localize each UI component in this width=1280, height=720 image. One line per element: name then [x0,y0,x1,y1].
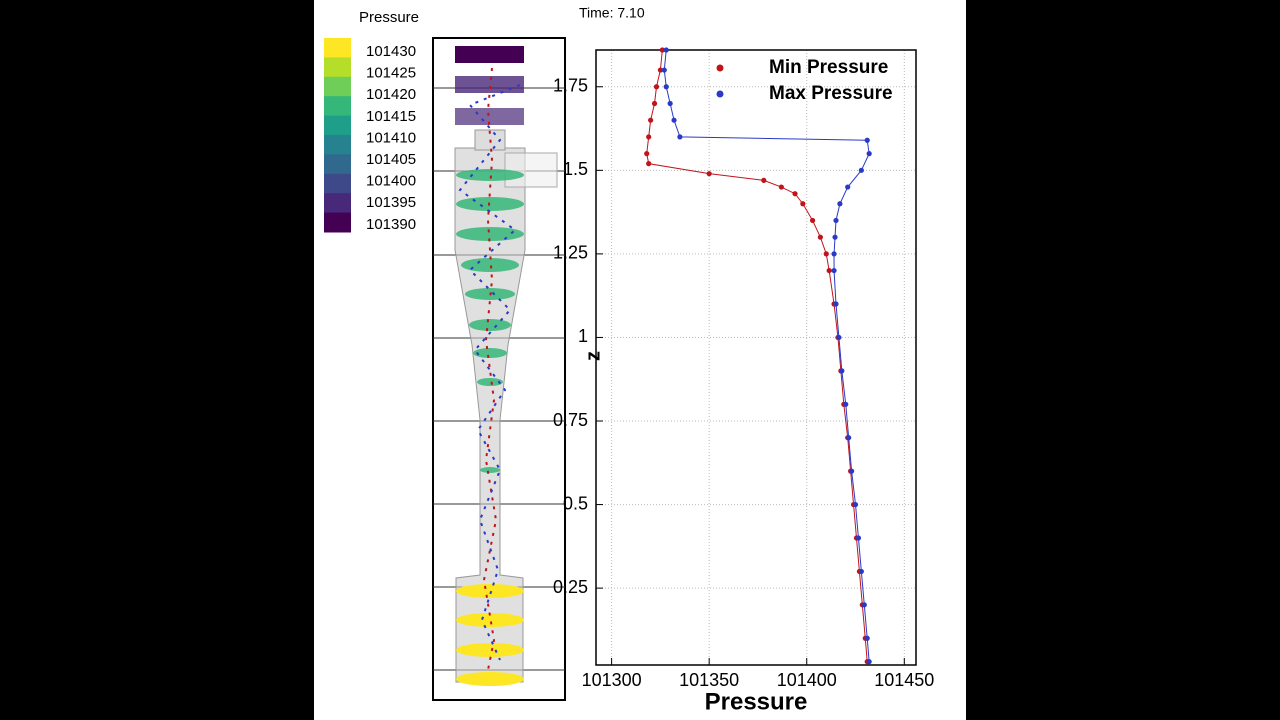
data-point [858,568,864,575]
colorbar-swatch [324,135,351,155]
data-point [823,251,829,257]
data-point [659,47,665,53]
colorbar-label: 101415 [366,108,416,125]
y-tick-label: 1.25 [553,243,588,263]
particle-trace [482,67,498,671]
data-point [651,100,658,107]
data-point [653,84,660,90]
data-point [864,137,870,143]
time-label: Time: 7.10 [579,5,645,21]
y-axis-label: z [582,351,604,361]
data-point [866,659,872,665]
y-tick-label: 0.25 [553,577,588,597]
colorbar-swatch [324,115,351,136]
data-point [839,368,845,374]
colorbar-label: 101390 [366,216,416,233]
data-point [671,117,677,123]
data-point [861,602,867,608]
data-point [831,251,837,257]
data-point [809,217,816,224]
data-point [667,100,673,107]
colorbar-swatch [324,154,351,175]
data-point [833,217,839,224]
legend-label: Max Pressure [769,83,893,104]
inlet [504,152,558,188]
data-point [646,161,652,167]
slice [455,108,524,125]
panel [314,0,966,720]
legend-marker [716,64,724,72]
data-point [833,301,839,307]
colorbar-label: 101400 [366,173,416,190]
colorbar-title: Pressure [359,9,419,26]
colorbar-label: 101420 [366,86,416,103]
data-point [644,151,650,157]
data-point [855,535,862,541]
render-view [432,37,566,701]
colorbar-swatch [324,96,351,117]
colorbar-swatch [324,57,351,78]
data-point [852,501,859,508]
data-point [864,635,870,641]
plot: 0.25 0.5 0.75 1 1.25 1.5 1.75 101300 101350 10140… [553,47,934,715]
data-point [849,468,855,474]
data-point [778,184,784,190]
data-point [846,435,852,441]
data-point [648,117,654,123]
data-point [858,167,864,173]
data-point [800,201,806,207]
colorbar: 101430 101425 101420 101415 101410 101405 1014… [324,38,416,233]
data-point [826,267,832,274]
data-point [832,234,838,240]
data-point [792,191,798,197]
colorbar-label: 101425 [366,65,416,82]
data-point [646,134,652,140]
data-point [831,267,837,274]
x-tick-label: 101350 [679,670,739,690]
legend-marker [716,90,724,98]
colorbar-swatch [324,76,351,97]
data-point [677,134,683,140]
x-tick-label: 101400 [777,670,837,690]
data-point [845,184,851,190]
colorbar-swatch [324,193,351,214]
slice [455,46,524,63]
x-tick-label: 101300 [582,670,642,690]
data-point [661,67,667,73]
legend-label: Min Pressure [769,57,888,78]
x-tick-label: 101450 [874,670,934,690]
data-point [663,47,669,53]
colorbar-swatch [324,173,351,194]
x-axis-label: Pressure [705,688,808,715]
data-point [836,334,842,341]
data-point [706,171,712,177]
data-point [837,201,843,207]
y-tick-label: 0.5 [563,493,588,513]
colorbar-swatch [324,38,351,58]
data-point [761,177,767,183]
plot-frame [595,49,917,666]
render-frame [432,37,566,701]
cyclone-body [454,147,526,683]
colorbar-swatch [324,212,351,233]
slice [455,76,524,93]
colorbar-label: 101430 [366,43,416,60]
y-tick-label: 1 [578,326,588,346]
data-point [657,67,663,73]
y-tick-label: 1.75 [553,76,588,96]
data-point [663,84,669,90]
data-point [843,401,849,407]
y-tick-label: 1.5 [563,159,588,179]
colorbar-label: 101395 [366,194,416,211]
data-point [817,234,823,240]
data-point [866,151,872,157]
colorbar-label: 101410 [366,129,416,146]
colorbar-label: 101405 [366,151,416,168]
yellow-slices [456,584,524,686]
y-tick-label: 0.75 [553,410,588,430]
